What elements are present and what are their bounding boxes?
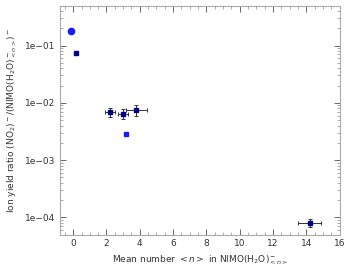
X-axis label: Mean number $<$$n$$>$ in NIMO(H$_2$O)$^-_{<n>}$: Mean number $<$$n$$>$ in NIMO(H$_2$O)$^-… xyxy=(112,254,288,268)
Y-axis label: Ion yield ratio (NO$_2$)$^-$/(NIMO(H$_2$O)$^-_{<n>}$)$^-$: Ion yield ratio (NO$_2$)$^-$/(NIMO(H$_2$… xyxy=(6,27,19,213)
